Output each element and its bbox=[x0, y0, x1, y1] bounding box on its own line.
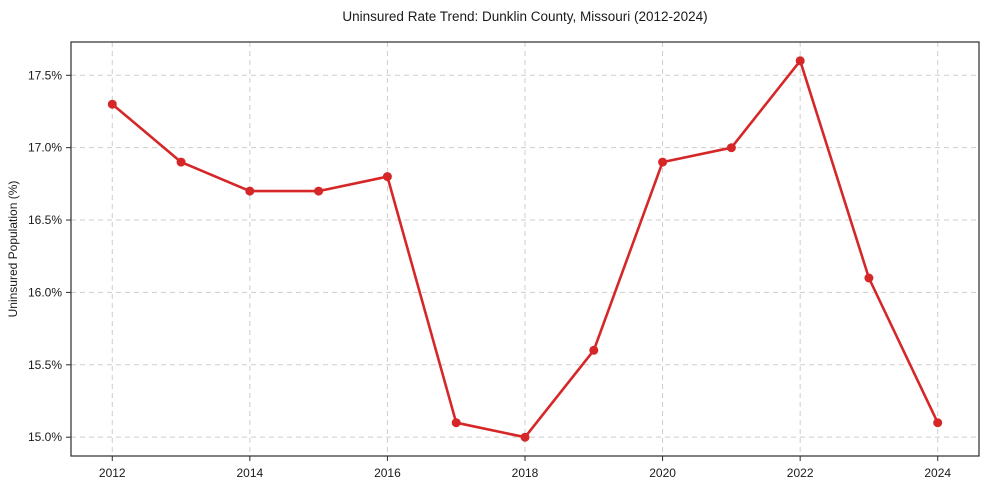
y-tick-label: 15.5% bbox=[28, 358, 62, 372]
data-point bbox=[795, 56, 805, 66]
data-point bbox=[520, 432, 530, 442]
y-tick-label: 16.5% bbox=[28, 213, 62, 227]
gridlines bbox=[71, 42, 979, 456]
data-point bbox=[589, 345, 599, 355]
chart-title: Uninsured Rate Trend: Dunklin County, Mi… bbox=[342, 9, 707, 24]
data-point bbox=[176, 157, 186, 167]
x-tick-label: 2016 bbox=[374, 466, 401, 480]
data-point bbox=[658, 157, 668, 167]
data-series bbox=[107, 56, 943, 442]
y-tick-label: 15.0% bbox=[28, 430, 62, 444]
y-tick-label: 17.5% bbox=[28, 68, 62, 82]
data-point bbox=[933, 418, 943, 428]
plot-border bbox=[70, 41, 980, 457]
y-axis-label: Uninsured Population (%) bbox=[6, 181, 20, 318]
data-point bbox=[864, 273, 874, 283]
x-tick-label: 2014 bbox=[236, 466, 263, 480]
x-tick-label: 2020 bbox=[649, 466, 676, 480]
x-tick-label: 2012 bbox=[99, 466, 126, 480]
data-point bbox=[726, 143, 736, 153]
data-point bbox=[107, 99, 117, 109]
y-tick-label: 16.0% bbox=[28, 285, 62, 299]
x-tick-label: 2018 bbox=[512, 466, 539, 480]
data-point bbox=[382, 172, 392, 182]
data-point bbox=[314, 186, 324, 196]
x-tick-label: 2024 bbox=[924, 466, 951, 480]
y-tick-label: 17.0% bbox=[28, 141, 62, 155]
data-point bbox=[245, 186, 255, 196]
x-tick-label: 2022 bbox=[787, 466, 814, 480]
data-point bbox=[451, 418, 461, 428]
axis-ticks: 15.0% 15.5% 16.0% 16.5% 17.0% 17.5% 2012 2014 20… bbox=[28, 68, 951, 480]
